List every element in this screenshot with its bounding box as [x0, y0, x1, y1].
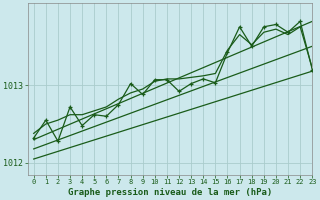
- X-axis label: Graphe pression niveau de la mer (hPa): Graphe pression niveau de la mer (hPa): [68, 188, 272, 197]
